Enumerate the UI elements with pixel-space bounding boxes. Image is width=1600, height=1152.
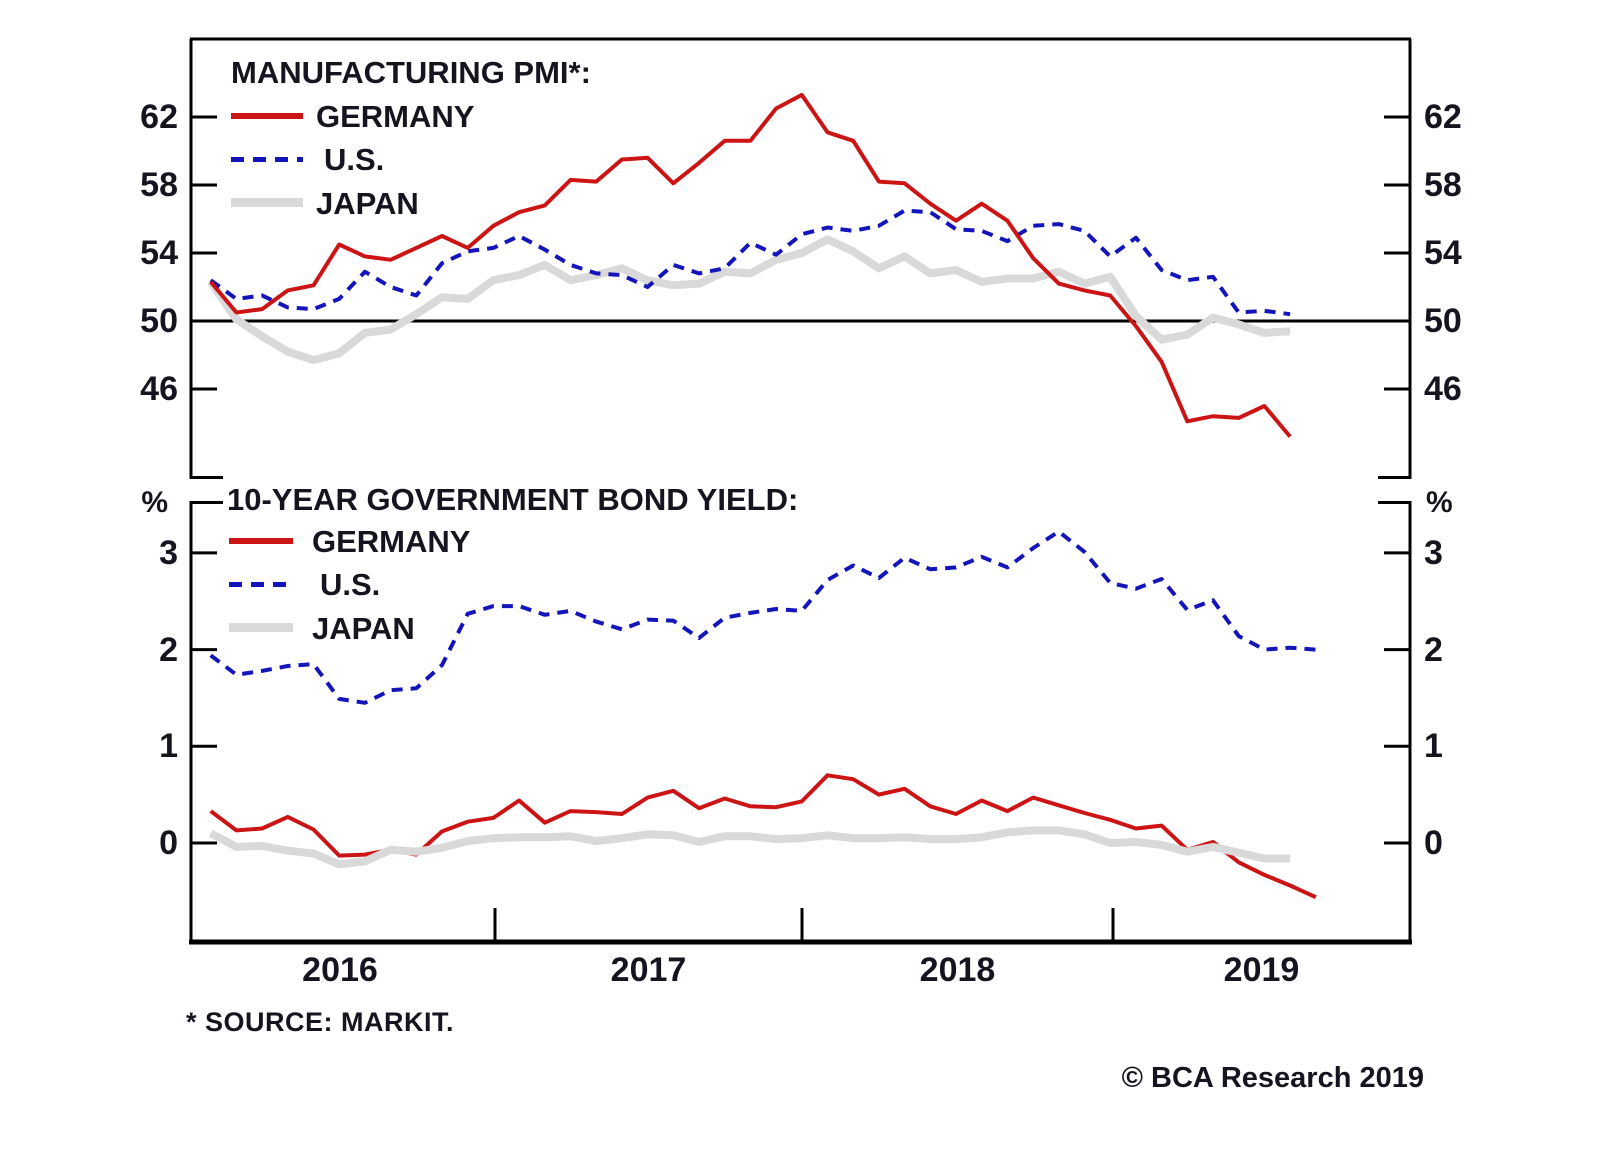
series-line-us: [209, 529, 1316, 705]
legend-line-swatch-germany-yield: [229, 538, 293, 544]
y-tick-label-right: 50: [1424, 302, 1462, 340]
x-year-label: 2018: [919, 951, 996, 989]
legend-line-swatch-japan: [231, 198, 303, 207]
y-tick-label-left: 54: [140, 234, 178, 272]
top-panel-title: MANUFACTURING PMI*:: [231, 55, 591, 90]
y-tick-label-left: 0: [159, 824, 178, 862]
bottom-panel-title: 10-YEAR GOVERNMENT BOND YIELD:: [227, 482, 799, 517]
y-tick-label-right: 62: [1424, 98, 1462, 136]
y-tick-label-left: 62: [140, 98, 178, 136]
copyright-note: © BCA Research 2019: [1121, 1062, 1424, 1094]
y-tick-label-right: 54: [1424, 234, 1462, 272]
legend-label-japan: JAPAN: [316, 186, 419, 221]
y-tick-label-right: 46: [1424, 370, 1462, 408]
legend-label-japan-yield: JAPAN: [312, 611, 415, 646]
panel-frame-sides: [189, 39, 1412, 479]
legend-line-swatch-us-yield: [229, 582, 293, 587]
panel-frame-sides: [189, 501, 1412, 942]
legend-line-swatch-germany: [231, 113, 303, 119]
y-tick-label-left: 58: [140, 166, 178, 204]
y-tick-label-left: 2: [159, 630, 178, 669]
x-year-label: 2016: [302, 951, 378, 989]
y-tick-label-right: 58: [1424, 166, 1462, 204]
legend-label-germany: GERMANY: [316, 99, 475, 134]
y-tick-label-right: 1: [1424, 727, 1443, 766]
y-tick-label-left: 3: [159, 533, 178, 572]
source-note: * SOURCE: MARKIT.: [186, 1007, 455, 1037]
legend-label-us: U.S.: [324, 142, 385, 177]
series-line-germany: [209, 92, 1292, 438]
y-axis-unit-left: %: [141, 486, 168, 519]
x-year-label: 2019: [1223, 951, 1300, 989]
y-tick-label-right: 0: [1424, 824, 1443, 862]
legend-label-germany-yield: GERMANY: [312, 524, 471, 559]
series-line-japan: [208, 826, 1291, 869]
y-axis-unit-right: %: [1426, 486, 1453, 519]
y-tick-label-right: 2: [1424, 630, 1443, 669]
legend-line-swatch-japan-yield: [229, 623, 293, 632]
y-tick-label-left: 1: [159, 727, 178, 766]
y-tick-label-left: 50: [140, 302, 178, 340]
y-tick-label-right: 3: [1424, 533, 1443, 572]
legend-label-us-yield: U.S.: [320, 567, 381, 602]
y-tick-label-left: 46: [140, 370, 178, 408]
series-line-japan: [207, 235, 1291, 365]
x-year-label: 2017: [610, 951, 687, 989]
legend-line-swatch-us: [231, 157, 303, 162]
